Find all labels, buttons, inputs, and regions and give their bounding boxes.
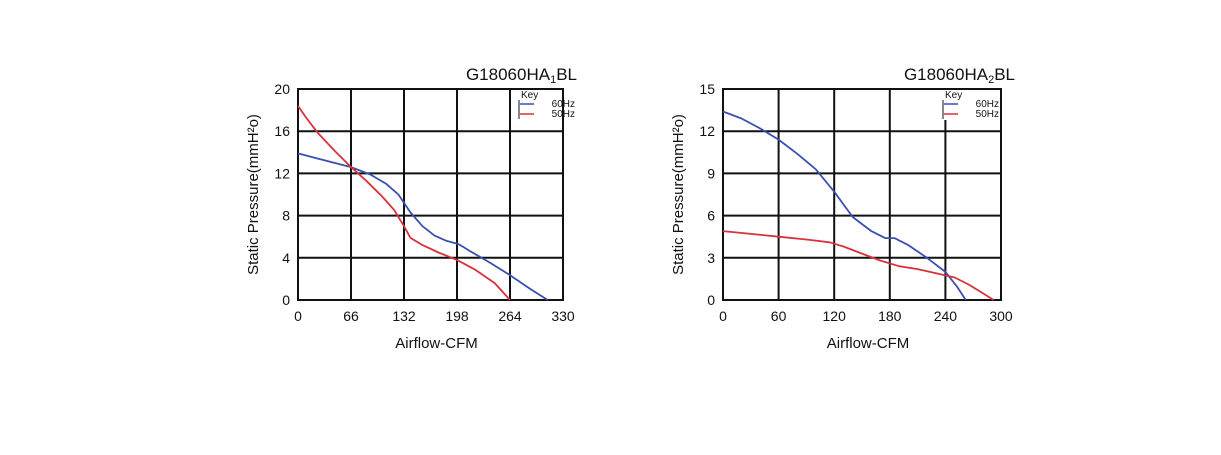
y-tick-label: 9 <box>707 165 715 181</box>
x-axis-label: Airflow-CFM <box>827 335 910 352</box>
legend-label-60hz: 60Hz <box>552 99 575 110</box>
x-tick-label: 120 <box>823 308 847 324</box>
series-line-50hz <box>722 230 995 301</box>
legend-background <box>518 90 562 120</box>
series-line-50hz <box>297 105 511 301</box>
legend-title: Key <box>945 90 962 101</box>
x-tick-label: 240 <box>934 308 958 324</box>
y-tick-label: 4 <box>282 250 290 266</box>
y-tick-label: 12 <box>699 123 715 139</box>
chart-title: G18060HA1BL <box>466 65 577 86</box>
x-tick-label: 0 <box>719 308 727 324</box>
x-tick-label: 330 <box>551 308 575 324</box>
y-tick-label: 12 <box>274 165 290 181</box>
plot-frame <box>297 88 564 301</box>
x-tick-label: 264 <box>498 308 522 324</box>
y-axis-label: Static Pressure(mmH²o) <box>245 114 262 275</box>
y-tick-label: 0 <box>282 292 290 308</box>
legend-label-50hz: 50Hz <box>552 109 575 120</box>
legend-background <box>942 90 986 120</box>
x-tick-label: 60 <box>771 308 787 324</box>
x-tick-label: 0 <box>294 308 302 324</box>
y-tick-label: 0 <box>707 292 715 308</box>
x-axis-label: Airflow-CFM <box>395 335 478 352</box>
y-tick-label: 8 <box>282 208 290 224</box>
x-tick-label: 180 <box>878 308 902 324</box>
x-tick-label: 132 <box>392 308 416 324</box>
chart-title-suffix: BL <box>556 65 577 84</box>
chart-title: G18060HA2BL <box>904 65 1015 86</box>
chart-title-subscript: 2 <box>988 74 994 86</box>
y-tick-label: 16 <box>274 123 290 139</box>
chart-title-main: G18060HA <box>466 65 551 84</box>
legend-label-50hz: 50Hz <box>976 109 999 120</box>
x-tick-label: 300 <box>989 308 1013 324</box>
chart-title-main: G18060HA <box>904 65 989 84</box>
y-tick-label: 15 <box>699 81 715 97</box>
series-line-60hz <box>297 152 549 301</box>
y-tick-label: 3 <box>707 250 715 266</box>
series-line-60hz <box>722 110 967 301</box>
chart-title-suffix: BL <box>994 65 1015 84</box>
y-axis-label: Static Pressure(mmH²o) <box>670 114 687 275</box>
x-tick-label: 198 <box>445 308 469 324</box>
x-tick-label: 66 <box>343 308 359 324</box>
plot-frame <box>722 88 1002 301</box>
legend-title: Key <box>521 90 538 101</box>
y-tick-label: 20 <box>274 81 290 97</box>
chart-title-subscript: 1 <box>550 74 556 86</box>
legend-label-60hz: 60Hz <box>976 99 999 110</box>
y-tick-label: 6 <box>707 208 715 224</box>
